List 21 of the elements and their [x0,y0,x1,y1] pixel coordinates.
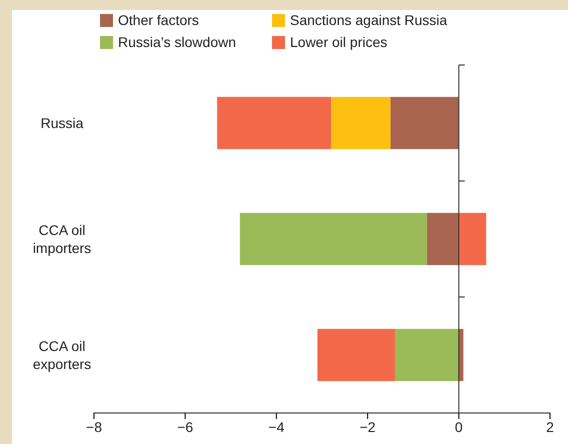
x-tick-label: −8 [86,418,102,435]
bar [317,328,395,382]
x-tick-label: 0 [454,418,463,435]
y-tick-label: CCA oil exporters [32,338,92,372]
legend-label: Other factors [118,12,199,28]
bar [390,96,459,150]
bar [217,96,332,150]
y-tick-label: CCA oil importers [32,222,92,256]
bar [426,212,459,266]
legend-label: Lower oil prices [290,34,388,50]
bar [331,96,390,150]
x-tick-label: −4 [268,418,285,435]
bar [240,212,427,266]
x-tick-label: −2 [360,418,376,435]
bar [394,328,459,382]
bar [458,212,486,266]
x-tick-label: −6 [177,418,194,435]
legend-label: Russia’s slowdown [118,34,236,50]
legend-label: Sanctions against Russia [290,12,448,28]
x-tick-label: 2 [546,418,554,435]
y-tick-label: Russia [40,115,84,131]
